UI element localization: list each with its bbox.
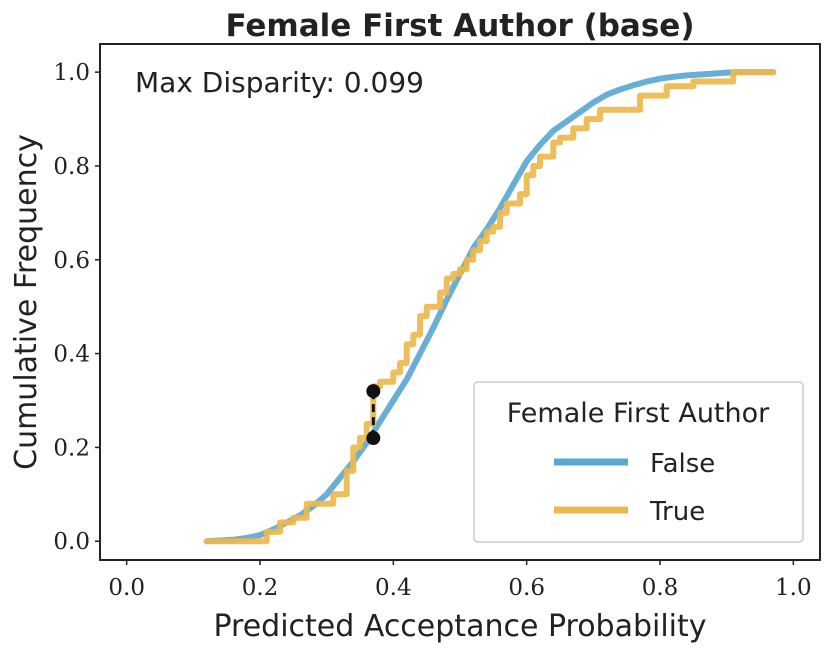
- x-tick-label: 0.4: [375, 575, 412, 601]
- x-tick-label: 1.0: [775, 575, 812, 601]
- legend-title: Female First Author: [507, 398, 770, 429]
- series-layer: [203, 69, 777, 545]
- x-tick-label: 0.8: [642, 575, 679, 601]
- max-disparity-marker: [366, 384, 381, 446]
- chart-title: Female First Author (base): [225, 8, 694, 44]
- legend-box: [473, 381, 804, 543]
- series-line-false: [203, 69, 777, 545]
- y-axis-label: Cumulative Frequency: [9, 134, 44, 470]
- x-ticks: 0.0 0.2 0.4 0.6 0.8 1.0: [108, 560, 812, 601]
- x-tick-label: 0.0: [108, 575, 145, 601]
- y-ticks: 0.0 0.2 0.4 0.6 0.8 1.0: [53, 60, 100, 555]
- y-tick-label: 0.4: [53, 342, 90, 368]
- y-tick-label: 0.0: [53, 529, 90, 555]
- x-axis-label: Predicted Acceptance Probability: [213, 609, 706, 644]
- legend: Female First Author False True: [473, 381, 804, 543]
- y-tick-label: 0.6: [53, 248, 90, 274]
- disparity-point-high: [366, 384, 381, 399]
- series-line-true: [203, 69, 777, 545]
- disparity-point-low: [366, 431, 381, 446]
- y-tick-label: 1.0: [53, 60, 90, 86]
- max-disparity-annotation: Max Disparity: 0.099: [135, 66, 424, 99]
- x-tick-label: 0.2: [242, 575, 279, 601]
- y-tick-label: 0.2: [53, 435, 90, 461]
- y-tick-label: 0.8: [53, 154, 90, 180]
- plot-frame: [99, 43, 821, 561]
- x-tick-label: 0.6: [508, 575, 545, 601]
- legend-label-true: True: [649, 497, 705, 527]
- legend-label-false: False: [650, 449, 715, 479]
